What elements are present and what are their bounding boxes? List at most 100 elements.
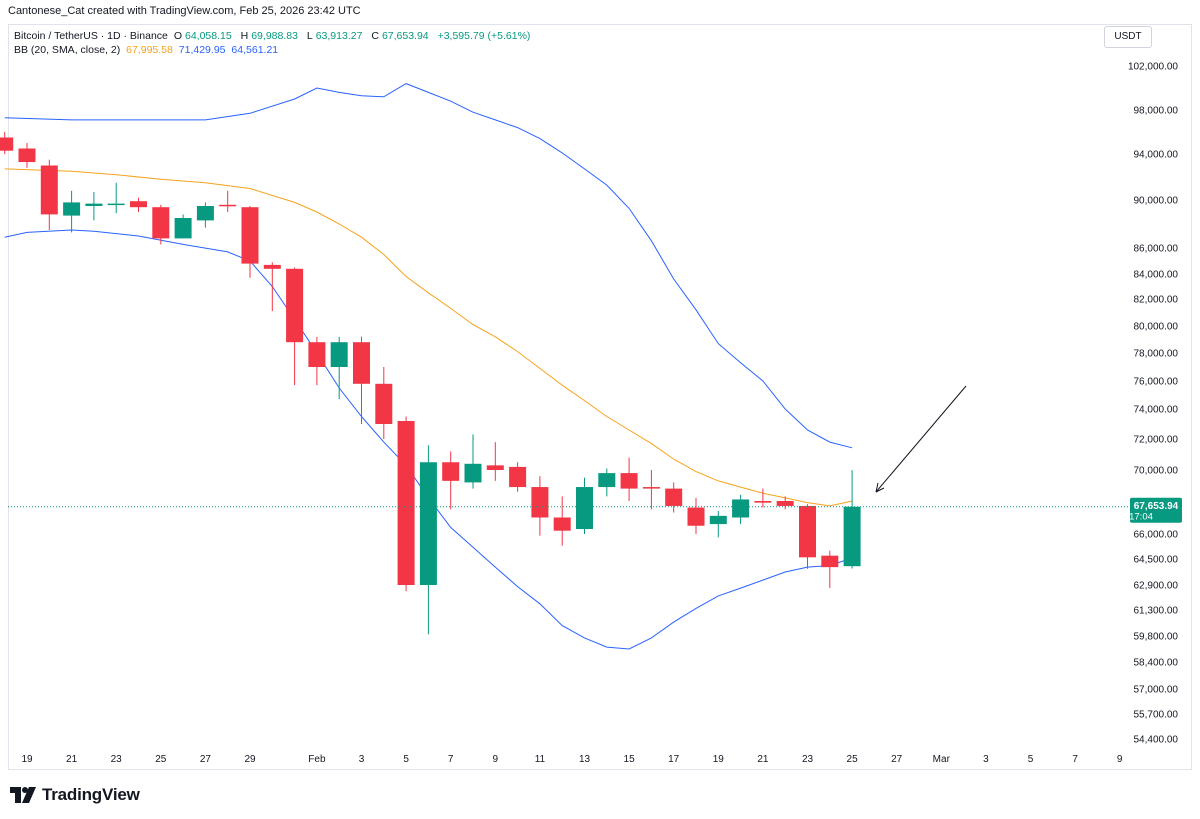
time-tick-label: 19 xyxy=(713,754,725,765)
price-tick-label: 55,700.00 xyxy=(1134,710,1179,721)
time-tick-label: 5 xyxy=(1028,754,1034,765)
candle-up xyxy=(330,336,348,400)
candle-body xyxy=(843,506,861,567)
candle-body xyxy=(353,342,370,384)
candle-down xyxy=(241,206,259,278)
candle-body xyxy=(821,555,839,568)
time-tick-label: 11 xyxy=(535,754,546,765)
bb-upper-line xyxy=(4,83,853,449)
price-tick-label: 84,000.00 xyxy=(1134,270,1179,281)
time-tick-label: 21 xyxy=(66,754,78,765)
candle-down xyxy=(687,497,705,534)
close-label: C xyxy=(371,30,379,42)
candle-body xyxy=(620,473,638,489)
candle-body xyxy=(196,206,214,221)
time-tick-label: 19 xyxy=(21,754,33,765)
candle-up xyxy=(709,510,727,538)
price-tick-label: 94,000.00 xyxy=(1134,150,1179,161)
candle-down xyxy=(152,204,170,245)
candle-down xyxy=(286,267,304,386)
bb-upper-value: 71,429.95 xyxy=(178,44,226,56)
candles xyxy=(0,132,861,635)
candle-body xyxy=(0,137,14,151)
candle-down xyxy=(130,197,147,212)
candle-down xyxy=(531,476,549,536)
candle-down xyxy=(642,470,660,510)
candle-body xyxy=(598,473,616,488)
symbol-title[interactable]: Bitcoin / TetherUS · 1D · Binance xyxy=(14,30,168,42)
time-tick-label: 23 xyxy=(111,754,123,765)
candle-body xyxy=(687,507,705,526)
price-tick-label: 61,300.00 xyxy=(1134,606,1179,617)
time-tick-label: Feb xyxy=(308,754,326,765)
tradingview-logo[interactable]: TradingView xyxy=(10,785,140,805)
indicator-title[interactable]: BB (20, SMA, close, 2) xyxy=(14,44,121,56)
candle-down xyxy=(397,416,415,592)
candle-body xyxy=(464,463,482,483)
candle-up xyxy=(174,214,192,239)
candle-body xyxy=(486,465,504,470)
candle-up xyxy=(63,190,81,233)
candle-body xyxy=(576,487,593,530)
candle-up xyxy=(598,468,616,497)
candle-body xyxy=(754,501,772,503)
chart-frame xyxy=(8,24,1192,770)
indicator-legend[interactable]: BB (20, SMA, close, 2) 67,995.58 71,429.… xyxy=(14,44,281,56)
candle-body xyxy=(40,165,58,215)
candle-body xyxy=(375,383,393,424)
high-label: H xyxy=(240,30,249,42)
candle-body xyxy=(776,501,794,506)
candle-up xyxy=(464,434,482,489)
symbol-legend[interactable]: Bitcoin / TetherUS · 1D · Binance O 64,05… xyxy=(14,30,533,42)
candle-body xyxy=(642,487,660,489)
candle-body xyxy=(263,264,281,269)
time-tick-label: 25 xyxy=(155,754,167,765)
candle-body xyxy=(531,487,549,518)
time-tick-label: 5 xyxy=(403,754,409,765)
open-label: O xyxy=(173,30,182,42)
candle-down xyxy=(754,488,772,508)
candle-body xyxy=(509,466,527,488)
currency-button[interactable]: USDT xyxy=(1104,26,1152,48)
bb-basis-value: 67,995.58 xyxy=(126,44,173,56)
time-tick-label: 25 xyxy=(847,754,859,765)
annotation-arrow xyxy=(875,385,967,493)
time-tick-label: 7 xyxy=(1072,754,1078,765)
candle-body xyxy=(799,505,816,558)
price-tick-label: 57,000.00 xyxy=(1134,685,1179,696)
candle-body xyxy=(330,342,348,367)
candle-up xyxy=(576,477,593,534)
low-value: 63,913.27 xyxy=(315,30,363,42)
candle-body xyxy=(18,148,36,163)
price-axis: 102,000.00 98,000.00 94,000.00 90,000.00 86,… xyxy=(1128,62,1178,746)
candle-up xyxy=(196,202,214,228)
candle-down xyxy=(353,336,370,424)
price-tick-label: 80,000.00 xyxy=(1134,322,1179,333)
candle-down xyxy=(375,367,393,439)
candle-body xyxy=(732,499,750,518)
price-tick-label: 54,400.00 xyxy=(1134,735,1179,746)
candle-up xyxy=(85,191,103,221)
candle-body xyxy=(308,342,326,367)
candle-up xyxy=(107,182,125,214)
candle-up xyxy=(419,445,437,635)
time-tick-label: 3 xyxy=(359,754,365,765)
candle-down xyxy=(40,159,58,230)
chart-credit: Cantonese_Cat created with TradingView.c… xyxy=(8,5,361,17)
candle-down xyxy=(0,132,14,154)
price-tick-label: 76,000.00 xyxy=(1134,377,1179,388)
candle-body xyxy=(553,517,571,531)
candle-body xyxy=(286,268,304,343)
candle-body xyxy=(419,462,437,585)
close-value: 67,653.94 xyxy=(381,30,429,42)
candle-down xyxy=(486,442,504,481)
candle-body xyxy=(63,202,81,216)
candle-down xyxy=(553,496,571,546)
time-tick-label: 3 xyxy=(983,754,989,765)
time-tick-label: 27 xyxy=(891,754,903,765)
price-tick-label: 86,000.00 xyxy=(1134,244,1179,255)
candle-down xyxy=(799,504,816,569)
high-value: 69,988.83 xyxy=(251,30,298,42)
